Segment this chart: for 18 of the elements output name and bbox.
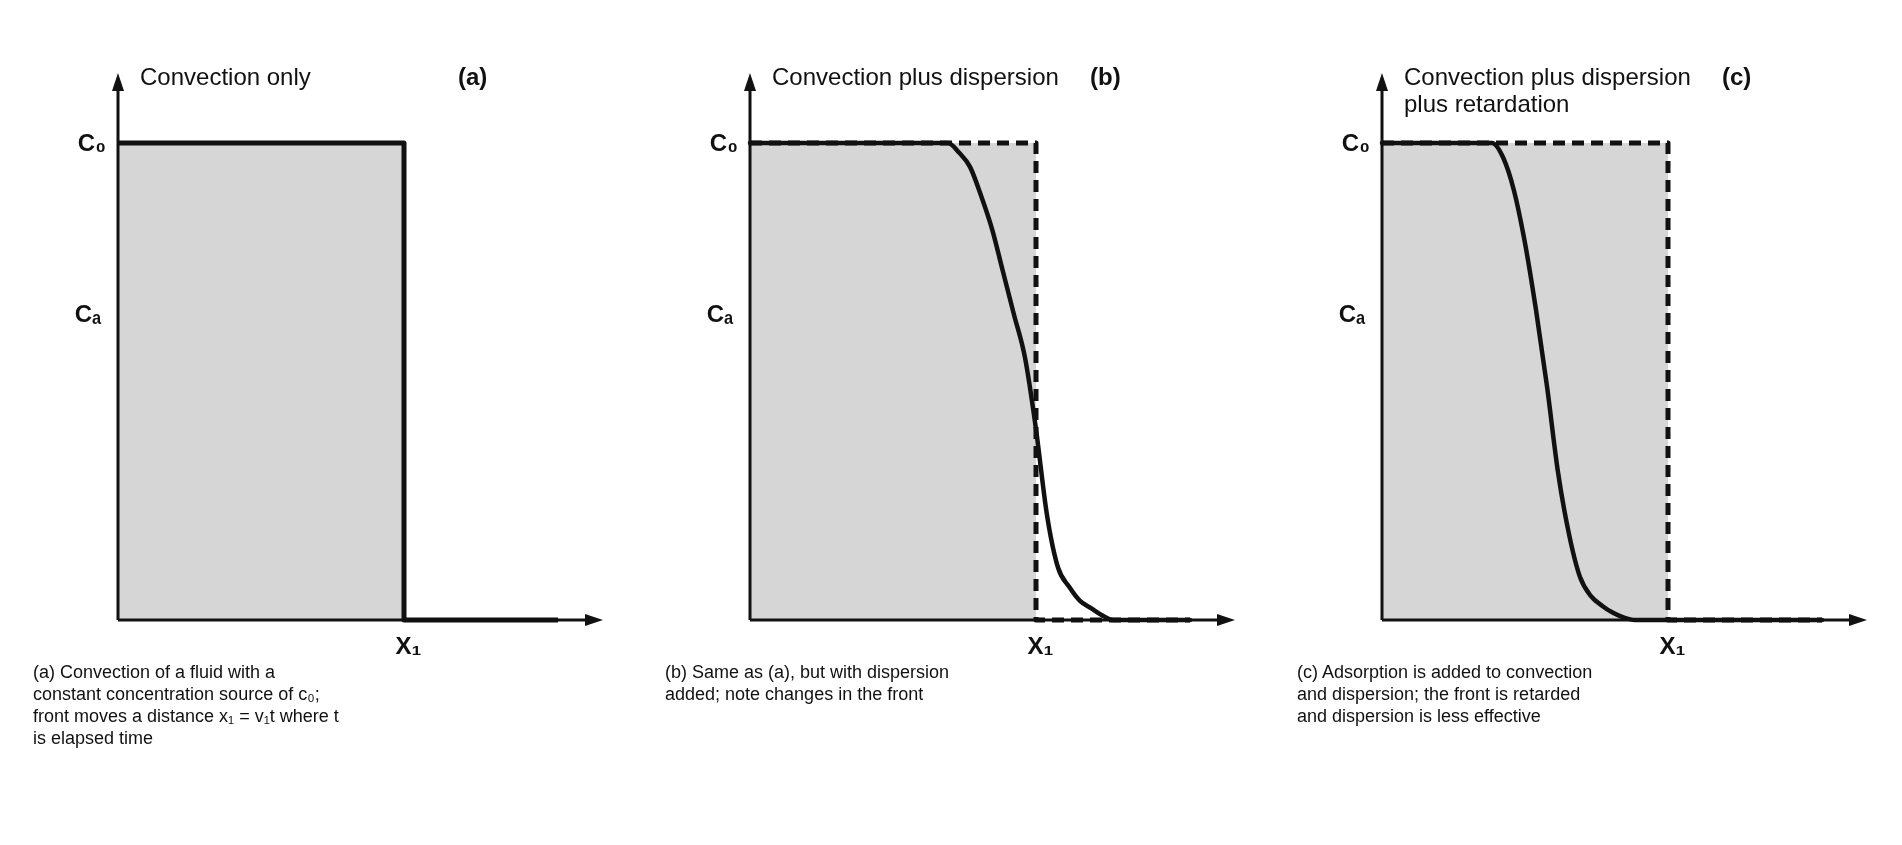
- chart-title: Convection plus dispersion plus retardation: [1404, 63, 1691, 117]
- text: (a): [458, 63, 488, 90]
- chart-title: Convection plus dispersion: [772, 63, 1059, 90]
- text: (a) Convection of a fluid with a constant concentration source of c₀; front moves a distance x₁ = v₁t where t is elapsed time: [33, 662, 339, 748]
- text: (b): [1090, 63, 1121, 90]
- text: (c) Adsorption is added to convection and dispersion; the front is retarded and dispersion is less effective: [1297, 662, 1593, 726]
- x-axis-title: X₁: [1659, 632, 1686, 659]
- text: C₀: [709, 129, 738, 156]
- x-axis-title: X₁: [1027, 632, 1054, 659]
- text: C₀: [1341, 129, 1370, 156]
- y-axis-title: Cₐ: [1338, 299, 1366, 327]
- x-axis-title: X₁: [395, 632, 422, 659]
- y-axis-title: Cₐ: [706, 299, 734, 327]
- chart-title: Convection only: [140, 63, 311, 90]
- text: (c): [1722, 63, 1752, 90]
- text: (b) Same as (a), but with dispersion added; note changes in the front: [665, 662, 950, 704]
- text: C₀: [77, 129, 106, 156]
- y-axis-title: Cₐ: [74, 299, 102, 327]
